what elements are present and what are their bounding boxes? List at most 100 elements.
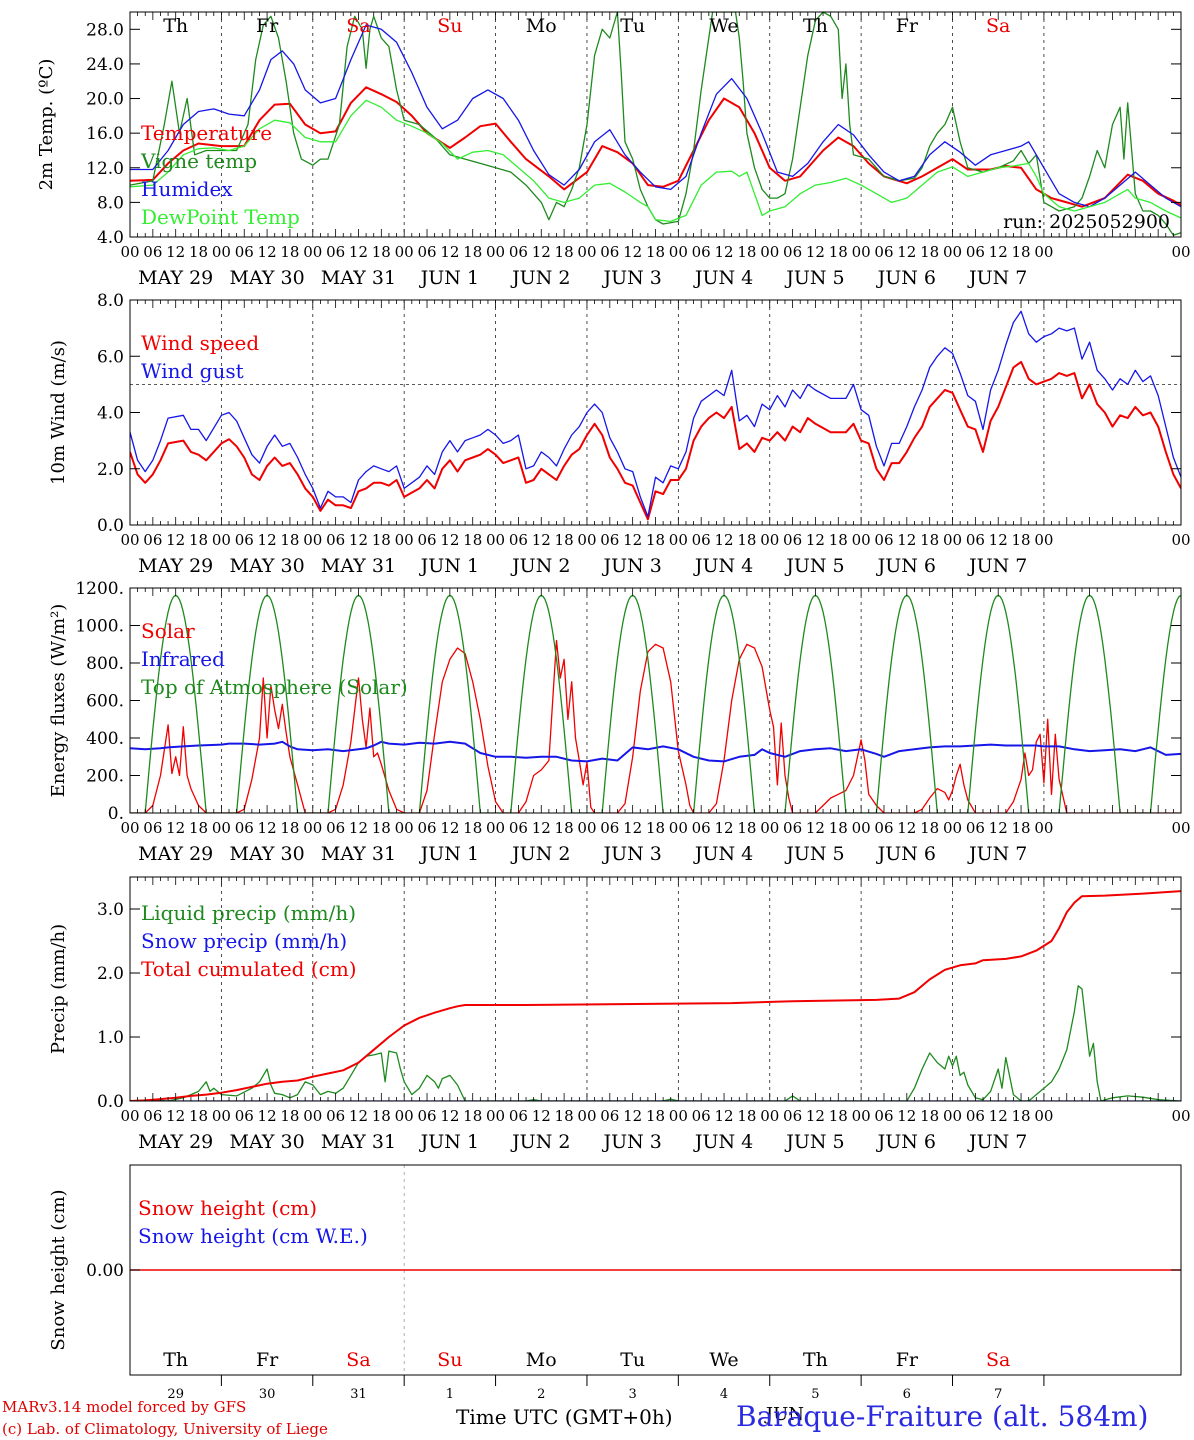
hour-label: 18 (737, 819, 756, 837)
day-number: 30 (259, 1387, 276, 1402)
hour-label: 12 (714, 531, 733, 549)
chart-panel-5: 0.00 Snow height (cm) Snow height (cm) Snow… (48, 1164, 1182, 1376)
legend-entry: Temperature (141, 121, 272, 145)
hour-label: 12 (806, 819, 825, 837)
date-label: JUN 4 (693, 267, 753, 289)
date-label: MAY 30 (230, 555, 305, 577)
hour-label: 06 (783, 819, 802, 837)
hour-label: 18 (920, 531, 939, 549)
weekday-label: Fr (256, 15, 279, 37)
day-number: 2 (537, 1387, 545, 1402)
y-tick-label: 16.0 (86, 124, 124, 144)
chart-panel-3: 0.200.400.600.800.1000.1200.00 06 12 18 00 06… (48, 579, 1191, 865)
series-line (130, 360, 1181, 521)
day-number: 6 (903, 1387, 911, 1402)
hour-label: 12 (166, 819, 185, 837)
day-number: 5 (811, 1387, 819, 1402)
y-tick-label: 4.0 (97, 228, 124, 248)
hour-label: 18 (189, 531, 208, 549)
hour-label: 18 (555, 243, 574, 261)
hour-label: 12 (532, 1107, 551, 1125)
hour-label: 12 (349, 819, 368, 837)
hour-label: 00 (943, 531, 962, 549)
hour-label: 12 (166, 243, 185, 261)
hour-label: 06 (874, 531, 893, 549)
legend-entry: Snow height (cm W.E.) (138, 1224, 368, 1248)
hour-label: 06 (966, 1107, 985, 1125)
date-label: JUN 1 (419, 555, 479, 577)
day-number: 3 (629, 1387, 637, 1402)
hour-label: 12 (349, 243, 368, 261)
hour-label: 18 (189, 1107, 208, 1125)
hour-label: 06 (417, 819, 436, 837)
hour-label: 00 (120, 531, 139, 549)
date-label: JUN 2 (510, 843, 570, 865)
hour-label: 06 (235, 531, 254, 549)
hour-label: 18 (463, 819, 482, 837)
series-line (130, 86, 1181, 208)
hour-label: 12 (258, 1107, 277, 1125)
legend-entry: Total cumulated (cm) (141, 957, 357, 981)
date-label: JUN 4 (693, 555, 753, 577)
hour-label: 06 (966, 243, 985, 261)
hour-label: 18 (1012, 243, 1031, 261)
hour-label: 06 (783, 243, 802, 261)
hour-label: 18 (829, 531, 848, 549)
hour-label: 12 (623, 819, 642, 837)
y-tick-label: 1.0 (97, 1028, 124, 1048)
legend-entry: Wind speed (141, 331, 259, 355)
hour-label: 00 (395, 531, 414, 549)
weekday-label: Th (803, 15, 828, 37)
hour-label: 12 (440, 819, 459, 837)
hour-label: 00 (486, 531, 505, 549)
y-tick-label: 2.0 (97, 964, 124, 984)
date-label: JUN 4 (693, 843, 753, 865)
date-label: MAY 29 (138, 267, 213, 289)
hour-label: 00 (1034, 531, 1053, 549)
date-label: JUN 5 (784, 555, 844, 577)
hour-label: 18 (646, 819, 665, 837)
hour-label: 06 (235, 819, 254, 837)
weekday-label: Sa (346, 15, 370, 37)
hour-label: 06 (417, 243, 436, 261)
hour-label: 18 (189, 819, 208, 837)
y-tick-label: 600. (86, 692, 124, 712)
hour-label: 00 (212, 243, 231, 261)
hour-label: 06 (143, 531, 162, 549)
hour-label: 06 (692, 531, 711, 549)
weekday-label: Tu (620, 15, 645, 37)
y-tick-label: 4.0 (97, 404, 124, 424)
hour-label: 00 (943, 819, 962, 837)
hour-label: 12 (349, 531, 368, 549)
series-line (130, 594, 1181, 813)
hour-label: 00 (760, 1107, 779, 1125)
hour-label: 18 (1012, 531, 1031, 549)
weekday-label: We (709, 15, 738, 37)
plot-frame (129, 11, 1182, 238)
hour-label: 12 (623, 531, 642, 549)
weekday-label: Su (437, 1349, 462, 1371)
weekday-label: Sa (986, 1349, 1010, 1371)
hour-label: 18 (280, 243, 299, 261)
hour-label: 06 (509, 1107, 528, 1125)
hour-label: 18 (372, 531, 391, 549)
y-tick-label: 12.0 (86, 159, 124, 179)
date-label: JUN 4 (693, 1131, 753, 1153)
hour-label: 12 (349, 1107, 368, 1125)
hour-label: 00 (120, 1107, 139, 1125)
y-tick-label: 6.0 (97, 347, 124, 367)
hour-label: 18 (920, 819, 939, 837)
hour-label: 12 (258, 819, 277, 837)
date-label: JUN 2 (510, 555, 570, 577)
y-axis-label: Energy fluxes (W/m²) (48, 604, 69, 798)
y-tick-label: 1000. (75, 617, 124, 637)
date-label: JUN 1 (419, 1131, 479, 1153)
legend-entry: Solar (141, 619, 195, 643)
weekday-label: Fr (896, 1349, 919, 1371)
date-label: MAY 29 (138, 843, 213, 865)
hour-label: 06 (235, 243, 254, 261)
hour-label: 06 (783, 1107, 802, 1125)
hour-label: 18 (463, 243, 482, 261)
series-line (130, 12, 1181, 236)
